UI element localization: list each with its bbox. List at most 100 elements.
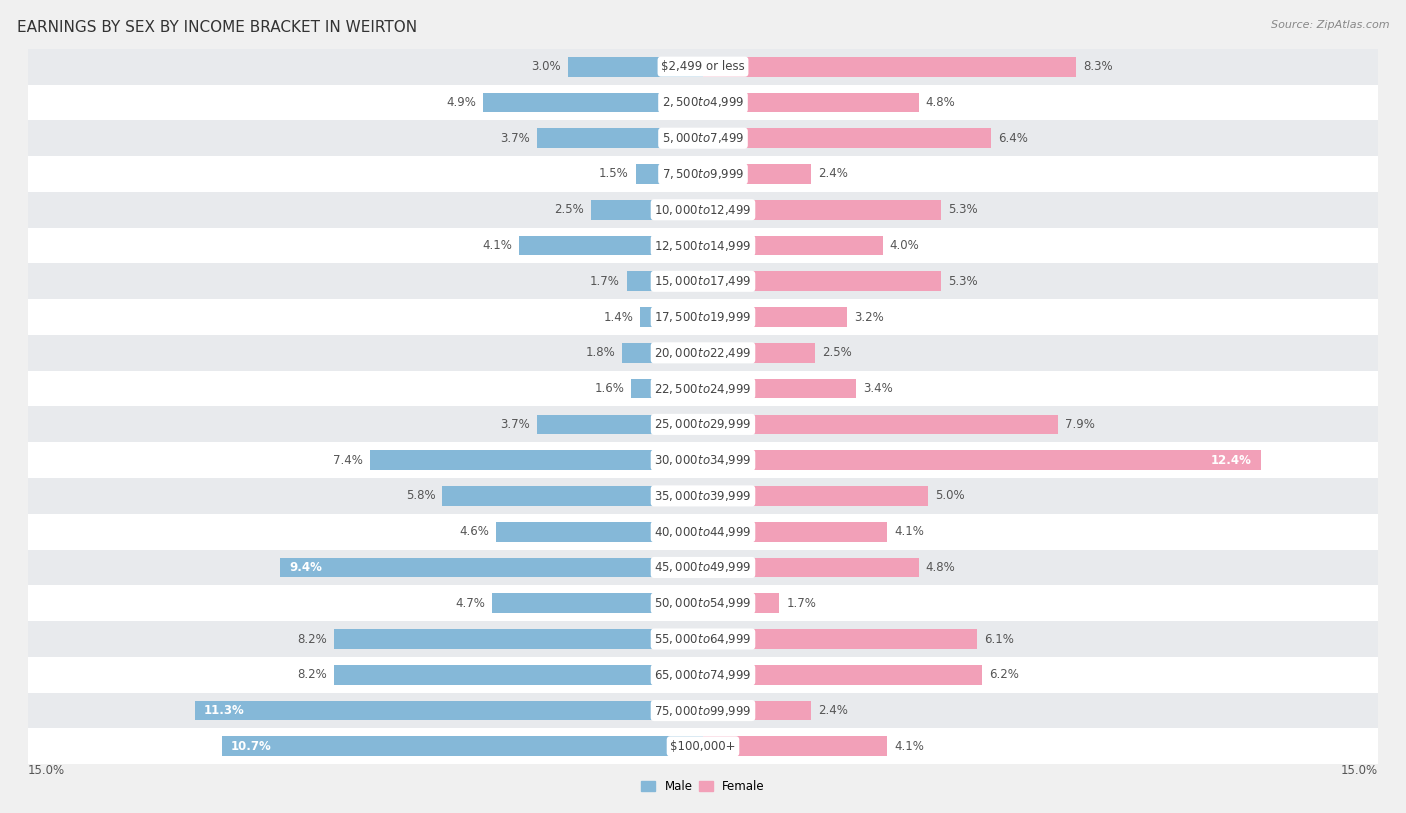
Bar	[496, 522, 703, 541]
Text: 4.8%: 4.8%	[925, 561, 956, 574]
Bar	[28, 478, 1378, 514]
Bar	[28, 49, 1378, 85]
Text: 12.4%: 12.4%	[1211, 454, 1251, 467]
Bar	[370, 450, 703, 470]
Bar	[703, 701, 811, 720]
Bar	[222, 737, 703, 756]
Text: 4.8%: 4.8%	[925, 96, 956, 109]
Legend: Male, Female: Male, Female	[637, 776, 769, 798]
Text: 11.3%: 11.3%	[204, 704, 245, 717]
Text: 15.0%: 15.0%	[28, 764, 65, 777]
Text: $7,500 to $9,999: $7,500 to $9,999	[662, 167, 744, 181]
Bar	[28, 550, 1378, 585]
Text: 3.7%: 3.7%	[501, 132, 530, 145]
Text: 2.5%: 2.5%	[823, 346, 852, 359]
Bar	[537, 128, 703, 148]
Bar	[482, 93, 703, 112]
Bar	[703, 415, 1059, 434]
Bar	[28, 85, 1378, 120]
Text: 1.4%: 1.4%	[603, 311, 633, 324]
Bar	[519, 236, 703, 255]
Bar	[492, 593, 703, 613]
Text: 15.0%: 15.0%	[1341, 764, 1378, 777]
Text: 2.5%: 2.5%	[554, 203, 583, 216]
Bar	[28, 192, 1378, 228]
Text: $17,500 to $19,999: $17,500 to $19,999	[654, 310, 752, 324]
Text: 1.7%: 1.7%	[786, 597, 815, 610]
Text: 6.2%: 6.2%	[988, 668, 1018, 681]
Bar	[703, 486, 928, 506]
Text: 8.3%: 8.3%	[1083, 60, 1112, 73]
Text: 8.2%: 8.2%	[298, 668, 328, 681]
Text: 2.4%: 2.4%	[818, 704, 848, 717]
Bar	[28, 442, 1378, 478]
Bar	[28, 371, 1378, 406]
Text: $5,000 to $7,499: $5,000 to $7,499	[662, 131, 744, 146]
Bar	[591, 200, 703, 220]
Bar	[335, 629, 703, 649]
Bar	[28, 299, 1378, 335]
Text: $22,500 to $24,999: $22,500 to $24,999	[654, 381, 752, 396]
Text: 3.7%: 3.7%	[501, 418, 530, 431]
Text: $15,000 to $17,499: $15,000 to $17,499	[654, 274, 752, 289]
Text: 5.8%: 5.8%	[406, 489, 436, 502]
Bar	[28, 406, 1378, 442]
Bar	[703, 343, 815, 363]
Text: $50,000 to $54,999: $50,000 to $54,999	[654, 596, 752, 611]
Text: 1.8%: 1.8%	[585, 346, 616, 359]
Bar	[703, 272, 942, 291]
Bar	[703, 629, 977, 649]
Bar	[703, 128, 991, 148]
Text: 1.6%: 1.6%	[595, 382, 624, 395]
Bar	[703, 200, 942, 220]
Text: 2.4%: 2.4%	[818, 167, 848, 180]
Text: 3.4%: 3.4%	[863, 382, 893, 395]
Bar	[627, 272, 703, 291]
Text: Source: ZipAtlas.com: Source: ZipAtlas.com	[1271, 20, 1389, 30]
Text: 4.1%: 4.1%	[894, 525, 924, 538]
Bar	[703, 307, 846, 327]
Text: EARNINGS BY SEX BY INCOME BRACKET IN WEIRTON: EARNINGS BY SEX BY INCOME BRACKET IN WEI…	[17, 20, 418, 35]
Text: $40,000 to $44,999: $40,000 to $44,999	[654, 524, 752, 539]
Text: $12,500 to $14,999: $12,500 to $14,999	[654, 238, 752, 253]
Text: $100,000+: $100,000+	[671, 740, 735, 753]
Text: 4.1%: 4.1%	[482, 239, 512, 252]
Text: $30,000 to $34,999: $30,000 to $34,999	[654, 453, 752, 467]
Bar	[703, 593, 779, 613]
Text: $75,000 to $99,999: $75,000 to $99,999	[654, 703, 752, 718]
Text: 5.3%: 5.3%	[948, 275, 977, 288]
Text: 9.4%: 9.4%	[290, 561, 322, 574]
Bar	[640, 307, 703, 327]
Bar	[28, 621, 1378, 657]
Text: 6.4%: 6.4%	[998, 132, 1028, 145]
Bar	[568, 57, 703, 76]
Bar	[335, 665, 703, 685]
Text: $10,000 to $12,499: $10,000 to $12,499	[654, 202, 752, 217]
Text: 4.1%: 4.1%	[894, 740, 924, 753]
Bar	[703, 236, 883, 255]
Bar	[631, 379, 703, 398]
Bar	[28, 585, 1378, 621]
Text: 5.3%: 5.3%	[948, 203, 977, 216]
Bar	[703, 93, 920, 112]
Bar	[28, 228, 1378, 263]
Bar	[703, 737, 887, 756]
Text: 7.9%: 7.9%	[1066, 418, 1095, 431]
Text: $65,000 to $74,999: $65,000 to $74,999	[654, 667, 752, 682]
Bar	[28, 728, 1378, 764]
Bar	[28, 693, 1378, 728]
Text: $45,000 to $49,999: $45,000 to $49,999	[654, 560, 752, 575]
Text: 8.2%: 8.2%	[298, 633, 328, 646]
Bar	[636, 164, 703, 184]
Text: 3.2%: 3.2%	[853, 311, 883, 324]
Bar	[537, 415, 703, 434]
Bar	[28, 156, 1378, 192]
Text: 1.7%: 1.7%	[591, 275, 620, 288]
Bar	[621, 343, 703, 363]
Bar	[28, 657, 1378, 693]
Text: 6.1%: 6.1%	[984, 633, 1014, 646]
Text: 10.7%: 10.7%	[231, 740, 271, 753]
Bar	[703, 57, 1077, 76]
Bar	[28, 335, 1378, 371]
Bar	[28, 120, 1378, 156]
